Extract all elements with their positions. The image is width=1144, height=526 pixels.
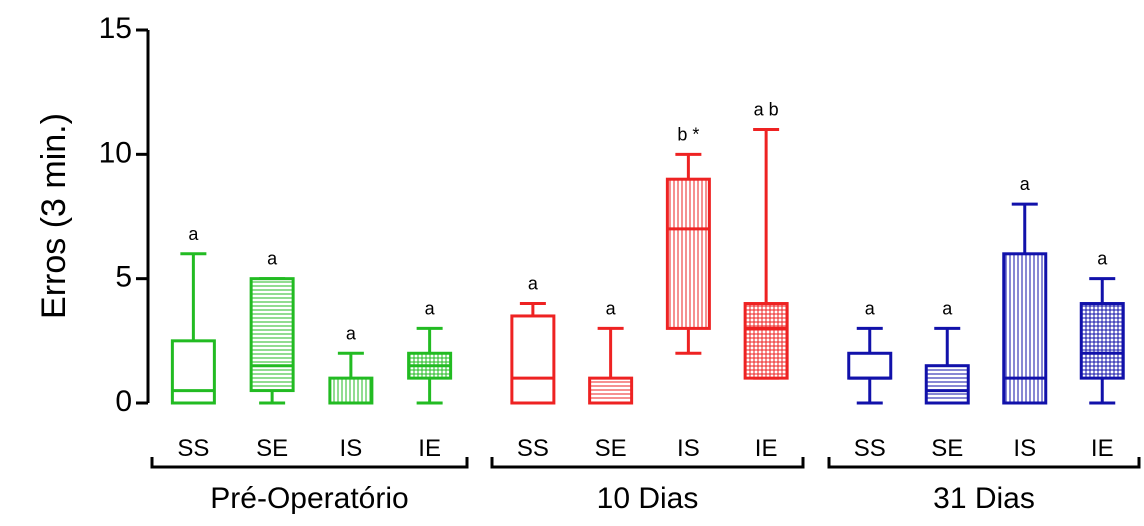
box-ie: a b xyxy=(743,99,789,380)
box-body xyxy=(665,177,711,330)
y-tick-label: 10 xyxy=(99,136,132,169)
significance-annotation: a b xyxy=(754,99,779,119)
y-tick-label: 15 xyxy=(99,12,132,45)
box-body xyxy=(588,376,634,405)
significance-annotation: a xyxy=(528,274,539,294)
box-ie: a xyxy=(407,298,453,405)
significance-annotation: a xyxy=(606,298,617,318)
category-label: IS xyxy=(677,435,700,462)
category-label: IE xyxy=(1091,435,1114,462)
significance-annotation: a xyxy=(425,298,436,318)
box-is: a xyxy=(328,323,374,405)
significance-annotation: a xyxy=(865,298,876,318)
y-axis-label: Erros (3 min.) xyxy=(35,113,73,319)
significance-annotation: a xyxy=(1020,174,1031,194)
box-ie: a xyxy=(1079,249,1125,405)
category-label: SS xyxy=(517,435,549,462)
group-label: Pré-Operatório xyxy=(210,482,408,515)
box-body xyxy=(510,314,556,405)
category-label: SS xyxy=(854,435,886,462)
group-bracket xyxy=(827,457,1141,469)
box-ss: a xyxy=(847,298,893,405)
box-body xyxy=(924,364,970,405)
y-axis: 0 5 10 15 xyxy=(99,12,150,418)
plot-area: a a a a a a b * a b a a a a xyxy=(170,99,1125,405)
category-label: IE xyxy=(755,435,778,462)
box-se: a xyxy=(588,298,634,405)
category-label: SE xyxy=(931,435,963,462)
group-bracket xyxy=(150,457,469,469)
category-label: IS xyxy=(1013,435,1036,462)
group-bracket xyxy=(490,457,805,469)
group-label: 10 Dias xyxy=(597,482,699,515)
box-body xyxy=(743,302,789,380)
box-body xyxy=(328,376,374,405)
box-body xyxy=(1079,302,1125,380)
y-tick-label: 5 xyxy=(115,261,132,294)
box-ss: a xyxy=(510,274,556,405)
box-se: a xyxy=(249,249,295,405)
category-label: SE xyxy=(256,435,288,462)
significance-annotation: a xyxy=(942,298,953,318)
group-label: 31 Dias xyxy=(933,482,1035,515)
significance-annotation: a xyxy=(1097,249,1108,269)
significance-annotation: a xyxy=(267,249,278,269)
box-body xyxy=(1002,252,1048,405)
box-body xyxy=(249,277,295,393)
category-label: SS xyxy=(177,435,209,462)
box-ss: a xyxy=(170,224,216,405)
box-body xyxy=(170,339,216,405)
category-label: IE xyxy=(418,435,441,462)
significance-annotation: b * xyxy=(677,124,699,144)
box-se: a xyxy=(924,298,970,405)
y-tick-label: 0 xyxy=(115,385,132,418)
significance-annotation: a xyxy=(188,224,199,244)
category-label: IS xyxy=(340,435,363,462)
box-is: b * xyxy=(665,124,711,355)
box-is: a xyxy=(1002,174,1048,405)
box-body xyxy=(847,351,893,380)
category-label: SE xyxy=(595,435,627,462)
significance-annotation: a xyxy=(346,323,357,343)
